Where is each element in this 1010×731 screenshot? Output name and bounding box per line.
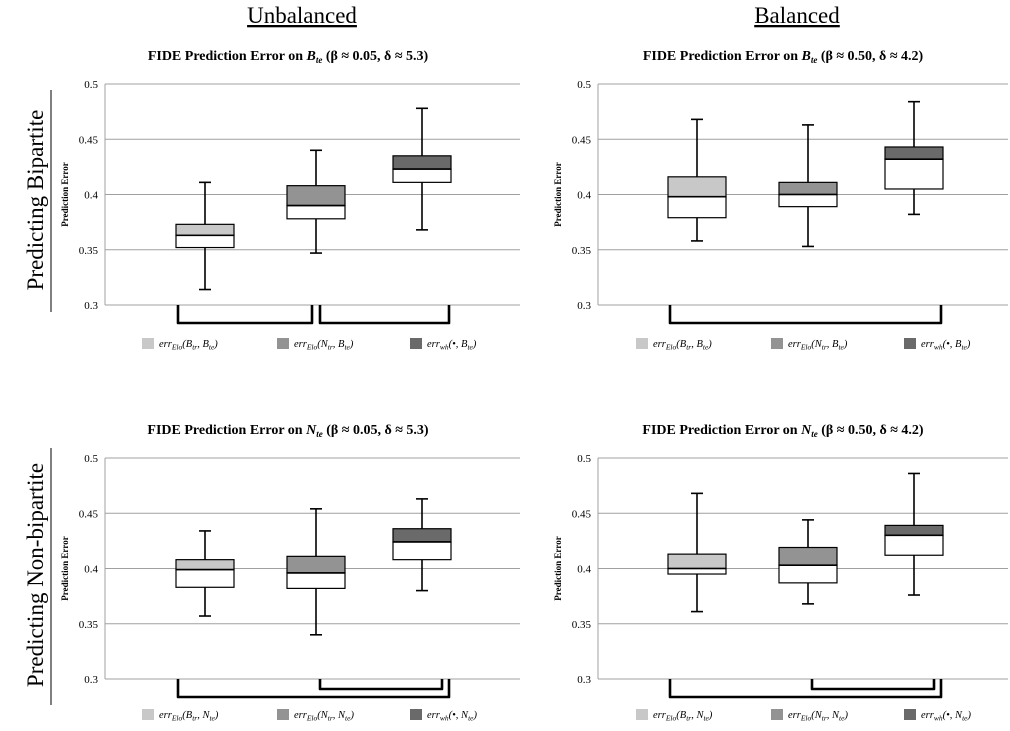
box-upper [175,559,235,571]
legend-swatch [904,338,916,349]
legend-label: errwh(•, Nte) [921,710,971,723]
box-upper [884,146,944,160]
box-lower [667,196,727,219]
legend-label: errElo(Btr, Bte) [159,339,218,352]
box-upper [286,555,346,574]
y-axis-label: Prediction Error [553,162,563,226]
panel-title: FIDE Prediction Error on Bte (β ≈ 0.05, … [148,49,429,65]
column-header-unbalanced: Unbalanced [247,3,357,28]
box-lower [778,564,838,584]
bracket-2-3 [318,305,451,325]
legend-swatch [142,709,154,720]
y-tick-label: 0.3 [84,300,98,312]
box-upper [778,181,838,196]
panel-title: FIDE Prediction Error on Nte (β ≈ 0.05, … [147,423,428,439]
bracket-1-3 [668,305,943,325]
y-tick-label: 0.45 [79,508,99,520]
row-header-bipartite: Predicting Bipartite [23,110,48,291]
box-lower [175,234,235,249]
legend-swatch [771,338,783,349]
bracket-2-3 [318,679,444,691]
box-upper [667,553,727,570]
box-lower [884,158,944,190]
y-tick-label: 0.35 [79,619,99,631]
box-upper [884,524,944,536]
legend-label: errwh(•, Bte) [921,339,971,352]
legend-label: errElo(Btr, Nte) [653,710,713,723]
box-lower [667,567,727,575]
panel-1: FIDE Prediction Error on Bte (β ≈ 0.05, … [60,49,520,352]
y-tick-label: 0.5 [577,453,591,465]
y-tick-label: 0.45 [572,134,592,146]
y-tick-label: 0.45 [79,134,99,146]
box-lower [778,193,838,208]
legend-label: errElo(Ntr, Nte) [788,710,848,723]
box-upper [667,176,727,198]
box-upper [778,546,838,566]
box-upper [392,155,452,170]
y-tick-label: 0.4 [577,190,591,202]
box-lower [286,204,346,220]
box-upper [392,528,452,543]
y-tick-label: 0.3 [577,300,591,312]
y-axis-label: Prediction Error [60,536,70,600]
bracket-2-3 [810,679,936,691]
y-tick-label: 0.3 [577,674,591,686]
y-tick-label: 0.45 [572,508,592,520]
y-tick-label: 0.35 [79,245,99,257]
box-upper [286,185,346,207]
bracket-1-2 [176,305,314,325]
y-tick-label: 0.35 [572,619,592,631]
bracket-1-3 [176,679,451,699]
y-tick-label: 0.5 [84,79,98,91]
column-header-balanced: Balanced [754,3,840,28]
panel-title: FIDE Prediction Error on Nte (β ≈ 0.50, … [642,423,923,439]
panel-2: FIDE Prediction Error on Bte (β ≈ 0.50, … [553,49,1008,352]
legend-swatch [277,338,289,349]
legend-swatch [410,338,422,349]
box-upper [175,223,235,236]
legend-swatch [904,709,916,720]
y-tick-label: 0.5 [84,453,98,465]
y-tick-label: 0.4 [84,190,98,202]
legend-swatch [636,338,648,349]
legend-label: errElo(Btr, Nte) [159,710,219,723]
bracket-1-3 [668,679,943,699]
y-tick-label: 0.5 [577,79,591,91]
legend-label: errwh(•, Nte) [427,710,477,723]
box-lower [392,541,452,561]
y-tick-label: 0.4 [577,564,591,576]
legend-label: errwh(•, Bte) [427,339,477,352]
box-lower [392,168,452,183]
legend-label: errElo(Ntr, Bte) [788,339,848,352]
legend-swatch [636,709,648,720]
row-header-non-bipartite: Predicting Non-bipartite [23,463,48,687]
y-tick-label: 0.35 [572,245,592,257]
box-lower [286,572,346,589]
y-axis-label: Prediction Error [60,162,70,226]
legend-swatch [142,338,154,349]
legend-label: errElo(Ntr, Bte) [294,339,354,352]
legend-swatch [410,709,422,720]
y-axis-label: Prediction Error [553,536,563,600]
y-tick-label: 0.3 [84,674,98,686]
panel-4: FIDE Prediction Error on Nte (β ≈ 0.50, … [553,423,1008,723]
box-lower [884,534,944,556]
legend-swatch [771,709,783,720]
legend-label: errElo(Ntr, Nte) [294,710,354,723]
legend-label: errElo(Btr, Bte) [653,339,712,352]
legend-swatch [277,709,289,720]
panel-title: FIDE Prediction Error on Bte (β ≈ 0.50, … [643,49,924,65]
y-tick-label: 0.4 [84,564,98,576]
panel-3: FIDE Prediction Error on Nte (β ≈ 0.05, … [60,423,520,723]
box-lower [175,569,235,588]
